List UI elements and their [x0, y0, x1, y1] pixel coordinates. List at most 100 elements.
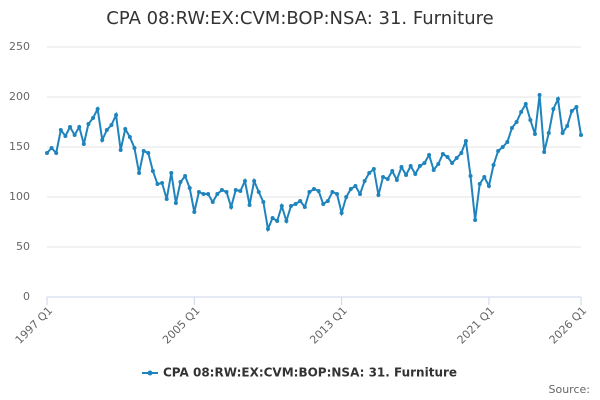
point — [523, 102, 528, 106]
point — [118, 148, 123, 152]
point — [367, 171, 372, 175]
point — [482, 175, 487, 179]
point — [279, 204, 284, 208]
point — [288, 204, 293, 208]
point — [132, 146, 137, 150]
point — [385, 177, 390, 181]
point — [169, 171, 174, 175]
point — [72, 133, 77, 137]
point — [302, 205, 307, 209]
point — [399, 165, 404, 169]
y-tick-label: 0 — [23, 290, 30, 303]
point — [201, 192, 206, 196]
point — [224, 190, 229, 194]
point — [298, 199, 303, 203]
point — [371, 167, 376, 171]
point — [104, 128, 109, 132]
point — [413, 172, 418, 176]
point — [256, 190, 261, 194]
point — [344, 195, 349, 199]
y-tick-label: 50 — [16, 240, 30, 253]
point — [505, 140, 510, 144]
point — [215, 192, 220, 196]
point — [219, 188, 224, 192]
point — [284, 219, 289, 223]
point — [496, 149, 501, 153]
point — [335, 192, 340, 196]
point — [123, 127, 128, 131]
point — [450, 161, 455, 165]
point — [164, 197, 169, 201]
point — [54, 151, 59, 155]
point — [233, 188, 238, 192]
point — [491, 163, 496, 167]
point — [390, 169, 395, 173]
point — [293, 202, 298, 206]
point — [91, 116, 96, 120]
point — [252, 179, 257, 183]
point — [114, 113, 119, 117]
point — [546, 131, 551, 135]
legend-label: CPA 08:RW:EX:CVM:BOP:NSA: 31. Furniture — [163, 366, 457, 380]
point — [436, 162, 441, 166]
x-tick-label: 1997 Q1 — [13, 304, 56, 347]
point — [81, 142, 86, 146]
point — [247, 203, 252, 207]
point — [192, 210, 197, 214]
point — [173, 201, 178, 205]
point — [270, 216, 275, 220]
point — [275, 219, 280, 223]
point — [325, 199, 330, 203]
point — [555, 97, 560, 101]
point — [463, 139, 468, 143]
point — [63, 134, 68, 138]
point — [454, 156, 459, 160]
point — [551, 107, 556, 111]
point — [77, 125, 82, 129]
x-tick-label: 2026 Q1 — [547, 304, 590, 347]
point — [242, 179, 247, 183]
point — [569, 109, 574, 113]
point — [486, 184, 491, 188]
x-tick-label: 2005 Q1 — [160, 304, 203, 347]
point — [261, 200, 266, 204]
point — [68, 125, 73, 129]
point — [353, 184, 358, 188]
point — [362, 179, 367, 183]
point — [394, 178, 399, 182]
point — [187, 186, 192, 190]
point — [339, 211, 344, 215]
point — [477, 182, 482, 186]
point — [100, 138, 105, 142]
point — [206, 192, 211, 196]
y-tick-label: 250 — [9, 40, 30, 53]
point — [528, 118, 533, 122]
point — [537, 93, 542, 97]
x-tick-label: 2021 Q1 — [455, 304, 498, 347]
point — [519, 110, 524, 114]
point — [468, 174, 473, 178]
point — [58, 128, 63, 132]
point — [307, 190, 312, 194]
point — [500, 145, 505, 149]
point — [312, 187, 316, 191]
point — [459, 151, 464, 155]
point — [160, 181, 165, 185]
point — [381, 175, 386, 179]
y-tick-label: 100 — [9, 190, 30, 203]
chart-title: CPA 08:RW:EX:CVM:BOP:NSA: 31. Furniture — [106, 8, 493, 29]
point — [542, 150, 547, 154]
point — [183, 174, 188, 178]
y-tick-label: 200 — [9, 90, 30, 103]
point — [150, 169, 155, 173]
source-label: Source: — [549, 383, 591, 396]
point — [427, 153, 432, 157]
series-line — [46, 94, 582, 233]
point — [404, 173, 409, 177]
point — [376, 193, 381, 197]
y-tick-label: 150 — [9, 140, 30, 153]
point — [440, 152, 445, 156]
point — [321, 202, 326, 206]
point — [109, 123, 114, 127]
point — [137, 171, 142, 175]
